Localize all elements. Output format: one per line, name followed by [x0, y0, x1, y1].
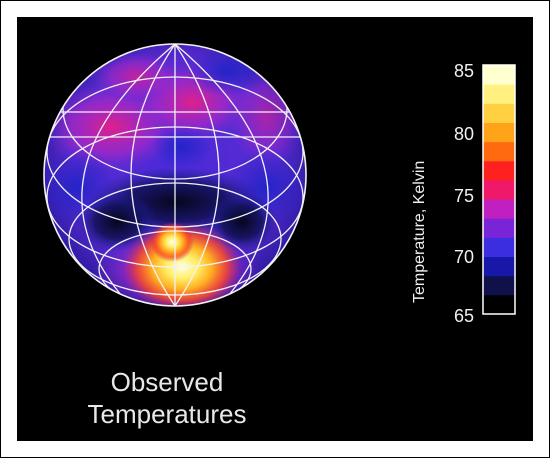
colorbar-tick-70: 70: [454, 247, 475, 267]
colorbar-swatch: [483, 122, 515, 143]
colorbar-swatch: [483, 237, 515, 258]
colorbar-tick-80: 80: [454, 124, 475, 144]
globe-figure: [43, 43, 516, 315]
colorbar-swatch: [483, 84, 515, 104]
colorbar-swatch: [483, 256, 515, 277]
grid-lines: [43, 43, 307, 307]
colorbar-swatch: [483, 65, 515, 85]
thermal-map-panel: Observed Temperatures Temperature, Kelvi…: [17, 17, 533, 441]
colorbar-swatch: [483, 103, 515, 123]
colorbar: [482, 64, 516, 315]
colorbar-swatch: [483, 160, 515, 181]
colorbar-swatch: [483, 199, 515, 219]
colorbar-tick-85: 85: [454, 61, 475, 81]
colorbar-swatch: [483, 218, 515, 238]
caption-line-1: Observed: [110, 367, 224, 397]
colorbar-swatch: [483, 141, 515, 162]
colorbar-swatch: [483, 275, 515, 296]
colorbar-title: Temperature, Kelvin: [411, 160, 428, 303]
colorbar-swatch: [483, 294, 515, 315]
caption-line-2: Temperatures: [87, 399, 247, 429]
colorbar-swatch: [483, 179, 515, 200]
colorbar-tick-75: 75: [454, 186, 475, 206]
colorbar-tick-65: 65: [454, 306, 475, 326]
